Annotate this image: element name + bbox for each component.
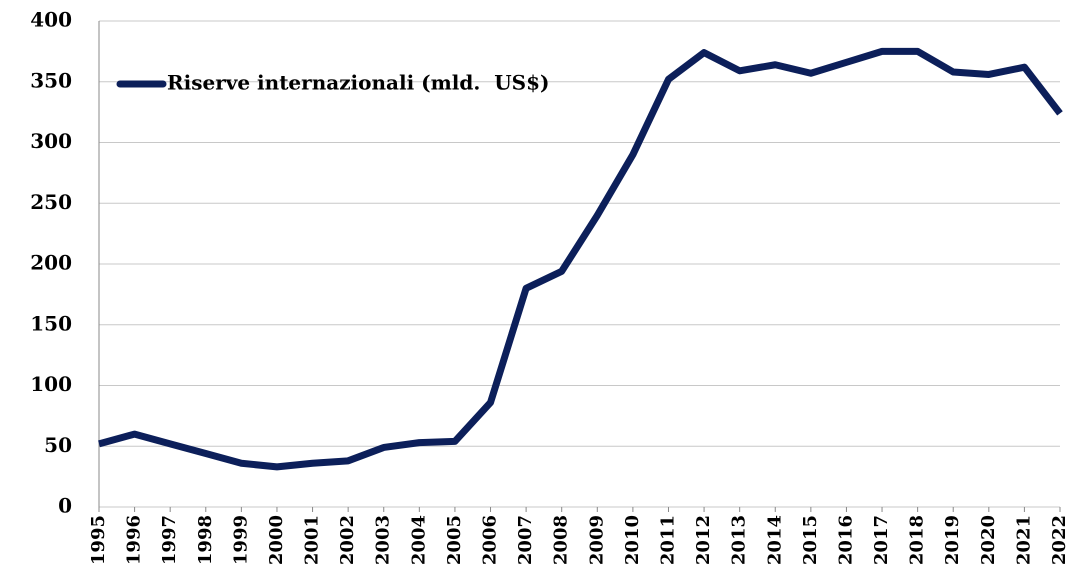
x-tick-label: 2006 bbox=[480, 515, 501, 565]
x-tick-label: 1999 bbox=[230, 515, 251, 565]
x-tick-label: 2000 bbox=[266, 515, 287, 565]
y-tick-label: 350 bbox=[30, 68, 72, 92]
x-tick-label: 2010 bbox=[622, 515, 643, 565]
x-tick-label: 1997 bbox=[159, 515, 180, 565]
x-tick-label: 2015 bbox=[800, 515, 821, 565]
x-tick-label: 2022 bbox=[1049, 515, 1070, 565]
x-tick-label: 2002 bbox=[337, 515, 358, 565]
x-tick-label: 2011 bbox=[657, 515, 678, 565]
x-tick-label: 2017 bbox=[871, 515, 892, 565]
legend-label: Riserve internazionali (mld. US$) bbox=[167, 71, 550, 95]
y-tick-label: 0 bbox=[58, 494, 72, 518]
x-tick-label: 2021 bbox=[1013, 515, 1034, 565]
series-line bbox=[98, 47, 1063, 471]
y-tick-label: 100 bbox=[30, 372, 72, 396]
x-tick-label: 2014 bbox=[764, 515, 785, 565]
x-tick-label: 2019 bbox=[942, 515, 963, 565]
x-tick-label: 2008 bbox=[551, 515, 572, 565]
x-tick-label: 2009 bbox=[586, 515, 607, 565]
x-tick-label: 2018 bbox=[907, 515, 928, 565]
x-tick-label: 2013 bbox=[729, 515, 750, 565]
x-tick-label: 1998 bbox=[195, 515, 216, 565]
y-tick-label: 150 bbox=[30, 311, 72, 335]
x-tick-label: 2012 bbox=[693, 515, 714, 565]
x-tick-label: 2007 bbox=[515, 515, 536, 565]
x-tick-label: 1995 bbox=[88, 515, 109, 565]
x-tick-label: 2003 bbox=[373, 515, 394, 565]
x-tick-label: 2004 bbox=[408, 515, 429, 565]
x-tick-label: 2001 bbox=[302, 515, 323, 565]
x-tick-label: 2016 bbox=[835, 515, 856, 565]
y-tick-label: 200 bbox=[30, 251, 72, 275]
y-tick-label: 50 bbox=[44, 433, 72, 457]
y-tick-label: 250 bbox=[30, 190, 72, 214]
y-tick-label: 400 bbox=[30, 8, 72, 32]
y-tick-label: 300 bbox=[30, 129, 72, 153]
x-tick-label: 2020 bbox=[978, 515, 999, 565]
x-tick-label: 1996 bbox=[124, 515, 145, 565]
x-tick-label: 2005 bbox=[444, 515, 465, 565]
